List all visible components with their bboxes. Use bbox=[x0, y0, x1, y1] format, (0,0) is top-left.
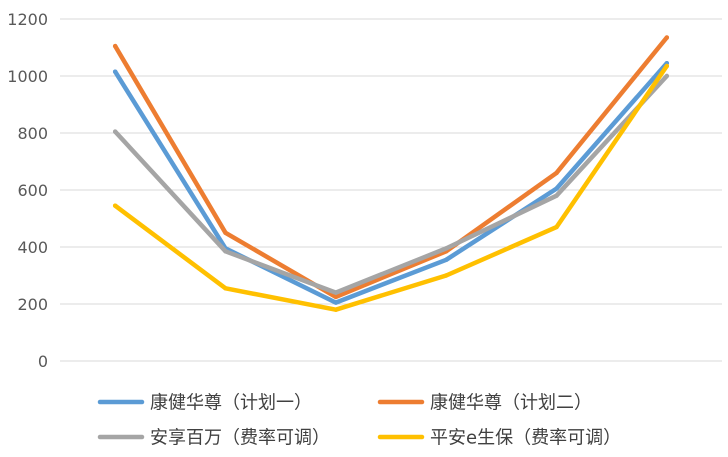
series-3-point-3 bbox=[333, 290, 339, 295]
legend-label-3: 安享百万（费率可调） bbox=[150, 428, 330, 449]
series-3-point-6 bbox=[664, 73, 670, 79]
series-line-2 bbox=[112, 35, 670, 300]
series-4-point-1 bbox=[112, 203, 118, 208]
series-3-point-4 bbox=[443, 246, 449, 251]
series-3-point-2 bbox=[223, 249, 228, 254]
y-tick-label: 0 bbox=[38, 352, 48, 371]
series-line-4 bbox=[112, 63, 670, 312]
series-3-point-5 bbox=[554, 193, 559, 198]
legend-label-1: 康健华尊（计划一） bbox=[150, 393, 312, 414]
legend: 康健华尊（计划一） 康健华尊（计划二） 安享百万（费率可调） 平安e生保（费率可调） bbox=[97, 393, 621, 449]
y-tick-label: 600 bbox=[17, 181, 48, 200]
series-4-point-2 bbox=[223, 286, 228, 291]
y-tick-label: 1000 bbox=[7, 67, 48, 86]
series-line-3 bbox=[112, 73, 670, 295]
series-2-point-2 bbox=[223, 230, 228, 235]
series-lines bbox=[112, 35, 670, 312]
series-1-point-5 bbox=[554, 186, 559, 191]
y-axis-tick-labels: 0 200 400 600 800 1000 1200 bbox=[7, 10, 48, 371]
series-1-point-4 bbox=[443, 257, 449, 263]
series-2-point-3 bbox=[333, 294, 339, 300]
y-tick-label: 1200 bbox=[7, 10, 48, 29]
series-4-point-6 bbox=[664, 63, 670, 69]
legend-label-2: 康健华尊（计划二） bbox=[430, 393, 592, 414]
series-4-point-5 bbox=[554, 224, 559, 230]
series-2-point-6 bbox=[664, 35, 670, 40]
gridlines bbox=[60, 18, 722, 362]
y-tick-label: 800 bbox=[17, 124, 48, 143]
series-4-point-3 bbox=[333, 307, 339, 312]
series-1-point-3 bbox=[333, 300, 339, 305]
y-tick-label: 400 bbox=[17, 238, 48, 257]
series-line-1 bbox=[112, 60, 670, 305]
series-2-point-5 bbox=[554, 170, 559, 176]
series-3-point-1 bbox=[112, 129, 118, 134]
series-2-point-1 bbox=[112, 43, 118, 49]
legend-label-4: 平安e生保（费率可调） bbox=[430, 428, 621, 449]
y-tick-label: 200 bbox=[17, 295, 48, 314]
series-1-point-1 bbox=[112, 69, 118, 74]
series-4-point-4 bbox=[443, 273, 449, 278]
